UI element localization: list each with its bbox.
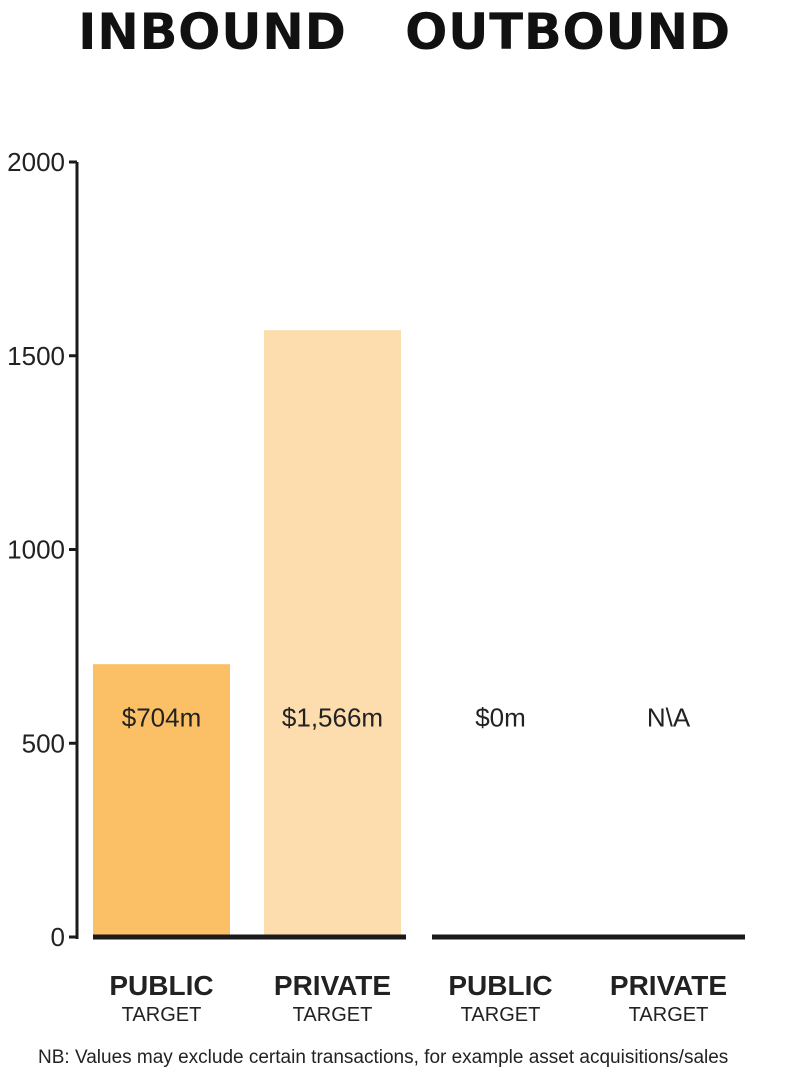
category-label-1: PRIVATE [274, 970, 391, 1001]
category-sublabel-1: TARGET [293, 1004, 373, 1026]
footnote: NB: Values may exclude certain transacti… [38, 1047, 729, 1068]
category-sublabel-0: TARGET [122, 1004, 202, 1026]
category-label-0: PUBLIC [109, 970, 213, 1001]
y-tick-label-2: 1000 [7, 535, 65, 565]
bar-1 [264, 330, 401, 937]
y-tick-label-1: 500 [22, 728, 65, 758]
data-label-1: $1,566m [282, 702, 383, 732]
category-sublabel-2: TARGET [461, 1004, 541, 1026]
bar-0 [93, 664, 230, 937]
y-tick-label-0: 0 [51, 922, 65, 952]
data-label-0: $704m [122, 702, 202, 732]
category-sublabel-3: TARGET [629, 1004, 709, 1026]
y-tick-label-3: 1500 [7, 341, 65, 371]
outbound-heading: OUTBOUND [405, 3, 731, 61]
inbound-heading: INBOUND [78, 3, 347, 61]
category-label-3: PRIVATE [610, 970, 727, 1001]
category-label-2: PUBLIC [448, 970, 552, 1001]
data-label-2: $0m [475, 702, 526, 732]
bar-chart: 0 500 1000 1500 2000 $704m $1,566m $0m N\A PUBLIC… [7, 147, 745, 1026]
data-label-3: N\A [647, 702, 691, 732]
y-tick-label-4: 2000 [7, 147, 65, 177]
